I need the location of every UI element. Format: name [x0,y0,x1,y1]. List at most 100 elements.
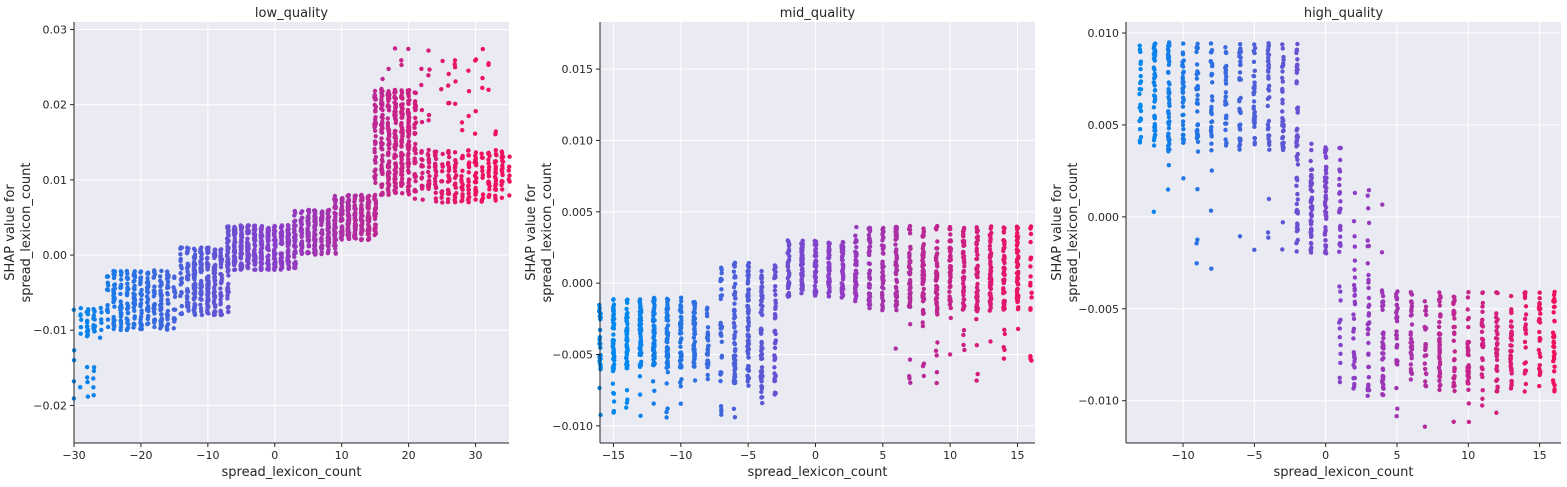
data-point [151,274,157,280]
data-point [988,259,993,264]
data-point [125,310,131,315]
data-point [400,152,405,157]
data-point [1152,76,1157,81]
data-point [493,198,498,203]
data-point [165,269,170,274]
data-point [691,347,696,352]
data-point [499,182,504,188]
data-point [1424,312,1429,317]
data-point [773,306,778,311]
data-point [131,291,136,296]
data-point [132,278,137,283]
data-point [399,179,405,185]
data-point [652,318,657,323]
data-point [1237,147,1242,152]
data-point [758,302,764,308]
data-point [746,332,751,338]
data-point [678,340,683,345]
data-point [1265,68,1271,73]
data-point [866,232,872,238]
data-point [773,292,778,297]
data-point [1209,266,1214,271]
data-point [359,237,364,243]
data-point [138,281,143,287]
data-point [379,136,384,141]
data-point [1238,59,1243,64]
data-point [333,246,338,251]
data-point [232,249,237,254]
data-point [1015,271,1021,277]
data-point [279,224,284,229]
data-point [785,264,790,269]
data-point [1338,199,1343,204]
data-point [91,365,97,370]
data-point [506,177,511,182]
data-point [651,340,657,345]
data-point [313,208,318,214]
data-point [446,160,451,166]
data-point [218,258,223,263]
data-point [385,125,391,131]
data-point [759,378,764,383]
data-point [854,245,859,250]
data-point [198,261,203,266]
data-point [92,309,97,314]
data-point [125,320,130,325]
data-point [921,286,926,292]
data-point [759,356,764,361]
data-point [1265,103,1271,109]
data-point [1223,45,1228,50]
data-point [400,106,405,111]
data-point [732,301,737,306]
data-point [224,252,230,257]
data-point [1223,94,1228,100]
data-point [732,315,738,320]
data-point [787,281,792,286]
data-point [678,309,684,314]
data-point [425,152,431,157]
data-point [473,197,478,202]
data-point [225,239,230,244]
data-point [961,268,967,274]
data-point [191,274,197,280]
data-point [961,288,966,294]
data-point [125,281,130,286]
data-point [1337,176,1342,182]
data-point [692,307,697,312]
data-point [961,292,966,298]
data-point [1365,261,1371,266]
data-point [1028,306,1033,311]
data-point [392,188,397,193]
data-point [975,252,980,257]
data-point [664,409,669,415]
data-point [285,252,291,257]
data-point [1351,219,1357,224]
data-point [79,317,84,322]
data-point [312,213,317,219]
data-point [198,296,203,301]
data-point [406,117,411,122]
data-point [286,262,291,267]
data-point [935,223,940,229]
data-point [665,355,670,360]
data-point [974,302,980,307]
data-point [85,308,91,314]
data-point [893,271,899,277]
data-point [1015,263,1020,269]
data-point [1237,126,1243,131]
data-point [1323,209,1328,215]
data-point [419,82,424,88]
data-point [212,310,217,315]
data-point [1014,259,1020,265]
data-point [426,156,431,162]
data-point [1309,234,1314,239]
data-point [1181,58,1187,63]
data-point [759,284,764,289]
data-point [1337,190,1343,195]
data-point [1523,312,1529,317]
data-point [319,218,325,224]
data-point [1002,238,1007,244]
data-point [158,307,163,312]
data-point [947,278,953,283]
data-point [266,253,271,258]
